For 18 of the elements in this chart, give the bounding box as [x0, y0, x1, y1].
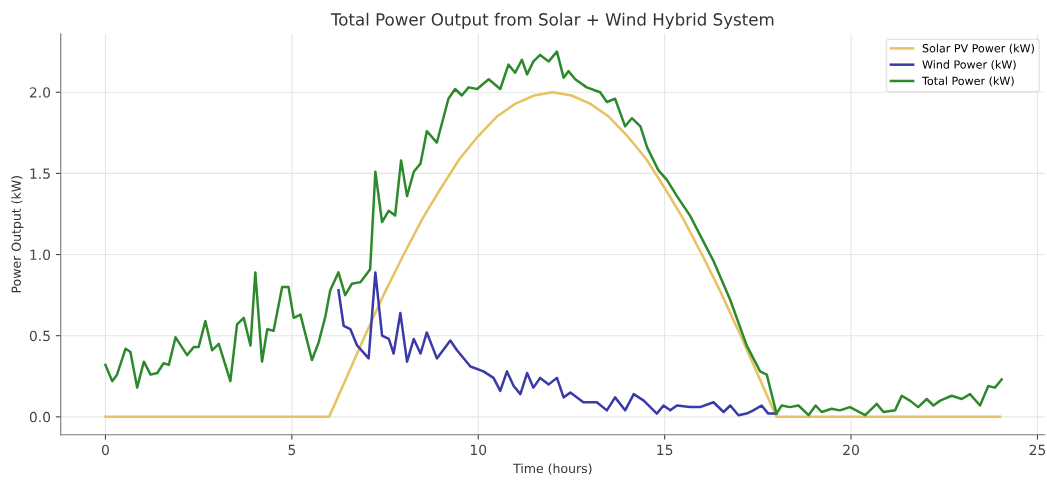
x-tick-label: 0: [101, 444, 109, 456]
y-tick-label: 1.0: [30, 249, 51, 261]
x-tick-label: 10: [470, 444, 487, 456]
x-tick-label: 25: [1029, 444, 1046, 456]
y-axis-title: Power Output (kW): [11, 176, 24, 293]
y-tick-label: 2.0: [29, 87, 51, 98]
x-tick-label: 15: [657, 444, 673, 456]
y-tick-label: 0.0: [29, 411, 51, 423]
x-tick-label: 20: [843, 444, 859, 456]
legend-label: Wind Power (kW): [922, 60, 1016, 71]
y-tick-label: 0.5: [29, 330, 50, 342]
x-axis-title: Time (hours): [513, 463, 592, 475]
x-tick-label: 5: [288, 444, 296, 456]
legend-label: Solar PV Power (kW): [922, 43, 1034, 54]
line-series: [337, 271, 778, 417]
y-tick-label: 1.5: [30, 168, 50, 179]
chart-title: Total Power Output from Solar + Wind Hybrid System: [330, 12, 774, 29]
legend-label: Total Power (kW): [921, 76, 1014, 87]
